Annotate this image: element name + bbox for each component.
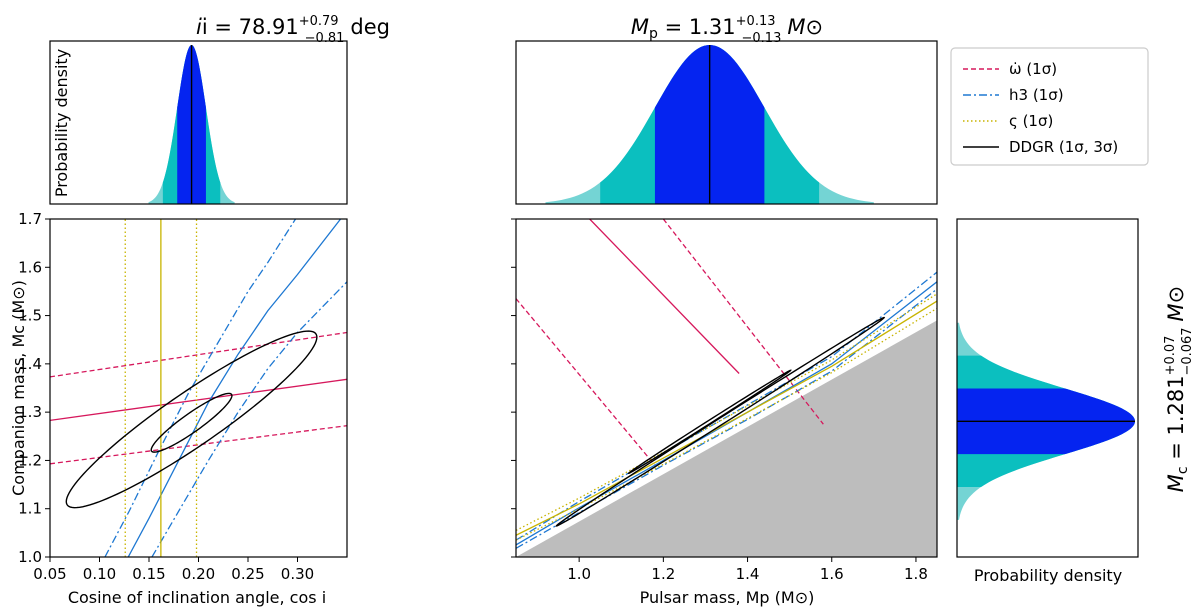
panel-mp-distribution bbox=[515, 40, 938, 205]
title-inclination-unit: deg bbox=[350, 15, 390, 39]
title-mp-value: = 1.31 bbox=[658, 15, 736, 39]
panel-mc-distribution-frame bbox=[956, 218, 1139, 558]
x-tick-label: 0.30 bbox=[281, 565, 314, 583]
title-inclination-minus: −0.81 bbox=[305, 31, 345, 46]
legend: ω̇ (1σ) h3 (1σ) ς (1σ) DDGR (1σ, 3σ) bbox=[950, 47, 1149, 166]
panel-mc-vs-mp-frame bbox=[515, 218, 938, 558]
panel-cosi-distribution-frame bbox=[49, 40, 348, 205]
title-mp-unit: M⊙ bbox=[787, 15, 823, 39]
curve-h3-central bbox=[127, 219, 342, 557]
panel-mc-vs-cosi: 0.05 0.10 0.15 0.20 0.25 0.30 1.0 1.1 1.2 1.3 1.4 1… bbox=[18, 210, 348, 583]
xlabel-pulsar-mass: Pulsar mass, Mp (M⊙) bbox=[640, 588, 815, 607]
contour-ddgr-1sigma bbox=[150, 392, 233, 453]
title-inclination-symbol: i bbox=[196, 15, 202, 39]
panel-cosi-distribution bbox=[49, 40, 348, 205]
y-tick-label: 1.5 bbox=[18, 307, 42, 325]
legend-label: h3 (1σ) bbox=[1009, 86, 1064, 104]
y-tick-label: 1.1 bbox=[18, 500, 42, 518]
title-mc-value: = 1.281 bbox=[1164, 375, 1188, 466]
x-tick-label: 0.25 bbox=[231, 565, 264, 583]
ylabel-companion-mass: Companion mass, Mc (M⊙) bbox=[9, 280, 28, 496]
title-inclination-value: i = 78.91 bbox=[202, 15, 299, 39]
panel-mp-distribution-frame bbox=[515, 40, 938, 205]
y-tick-label: 1.4 bbox=[18, 355, 42, 373]
contour-ddgr-3sigma bbox=[65, 330, 318, 509]
x-tick-label: 0.10 bbox=[83, 565, 116, 583]
curve-omdot-lower bbox=[50, 425, 347, 465]
curve-omdot-upper bbox=[50, 331, 347, 378]
x-tick-label: 1.0 bbox=[567, 565, 591, 583]
panel-mc-vs-mp: 1.0 1.2 1.4 1.6 1.8 bbox=[511, 218, 938, 583]
x-tick-label: 0.05 bbox=[33, 565, 66, 583]
y-tick-label: 1.0 bbox=[18, 548, 42, 566]
curve-h3-central bbox=[516, 281, 937, 546]
y-tick-label: 1.2 bbox=[18, 451, 42, 469]
x-tick-label: 0.15 bbox=[132, 565, 165, 583]
curve-omdot-central bbox=[589, 219, 740, 374]
panel-mc-distribution bbox=[956, 218, 1139, 558]
curve-omdot-central bbox=[50, 378, 347, 421]
curve-h3-left bbox=[104, 219, 297, 557]
title-mp-plus: +0.13 bbox=[736, 14, 776, 29]
legend-frame bbox=[950, 47, 1149, 166]
curve-h3-right bbox=[516, 288, 937, 549]
legend-label: DDGR (1σ, 3σ) bbox=[1009, 138, 1118, 156]
legend-label: ς (1σ) bbox=[1009, 112, 1053, 130]
title-mc-minus: −0.067 bbox=[1180, 327, 1195, 375]
title-mp-minus: −0.13 bbox=[742, 31, 782, 46]
title-pulsar-mass: Mp = 1.31+0.13 −0.13 M⊙ bbox=[631, 14, 823, 46]
title-companion-mass: Mc = 1.281+0.07 −0.067 M⊙ bbox=[1163, 286, 1195, 493]
x-tick-label: 1.2 bbox=[651, 565, 675, 583]
title-inclination: ii = 78.91+0.79 −0.81 deg bbox=[196, 14, 390, 46]
legend-label: ω̇ (1σ) bbox=[1009, 60, 1057, 78]
title-mc-symbol: M bbox=[1164, 474, 1188, 492]
xlabel-probability-density: Probability density bbox=[974, 566, 1122, 585]
xlabel-cosine-inclination: Cosine of inclination angle, cos i bbox=[68, 588, 326, 607]
excluded-region bbox=[516, 320, 937, 557]
y-tick-label: 1.7 bbox=[18, 210, 42, 228]
contour-ddgr-1sigma bbox=[627, 369, 792, 475]
y-tick-label: 1.6 bbox=[18, 258, 42, 276]
panel-mc-vs-cosi-frame bbox=[49, 218, 348, 558]
y-tick-label: 1.3 bbox=[18, 403, 42, 421]
title-mc-sub: c bbox=[1175, 466, 1191, 474]
x-tick-label: 1.6 bbox=[820, 565, 844, 583]
x-tick-label: 0.20 bbox=[182, 565, 215, 583]
title-mp-sub: p bbox=[649, 26, 658, 42]
x-tick-label: 1.4 bbox=[736, 565, 760, 583]
ylabel-probability-density: Probability density bbox=[52, 49, 71, 197]
curve-omdot-upper bbox=[662, 219, 824, 425]
title-mp-symbol: M bbox=[631, 15, 649, 39]
contour-ddgr-3sigma bbox=[555, 316, 886, 527]
title-inclination-plus: +0.79 bbox=[299, 14, 339, 29]
title-mc-plus: +0.07 bbox=[1163, 336, 1178, 376]
x-tick-label: 1.8 bbox=[904, 565, 928, 583]
title-mc-unit: M⊙ bbox=[1164, 286, 1188, 322]
curve-omdot-lower bbox=[516, 298, 656, 466]
